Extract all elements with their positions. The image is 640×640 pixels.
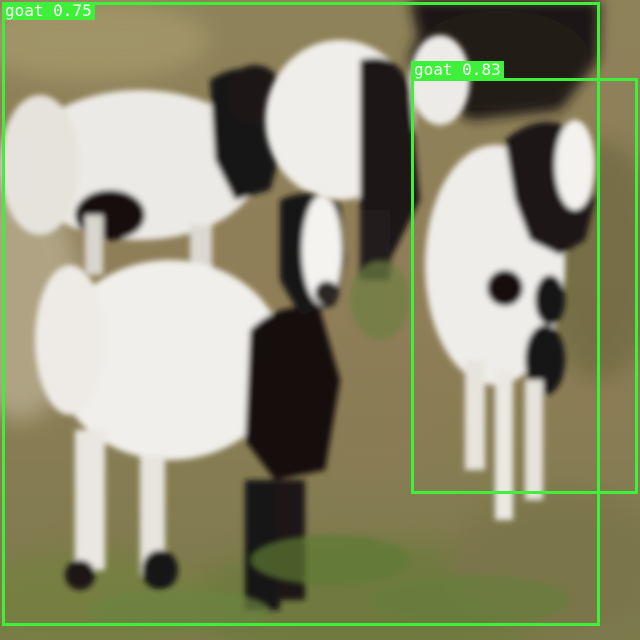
detection-box-goat-2 xyxy=(411,78,638,494)
detection-class: goat xyxy=(414,60,453,79)
detection-box-goat-1 xyxy=(2,2,600,626)
detection-score: 0.75 xyxy=(53,1,92,20)
detection-label-goat-1: goat 0.75 xyxy=(2,2,95,20)
detection-class: goat xyxy=(5,1,44,20)
detection-label-goat-2: goat 0.83 xyxy=(411,61,504,79)
detection-score: 0.83 xyxy=(462,60,501,79)
